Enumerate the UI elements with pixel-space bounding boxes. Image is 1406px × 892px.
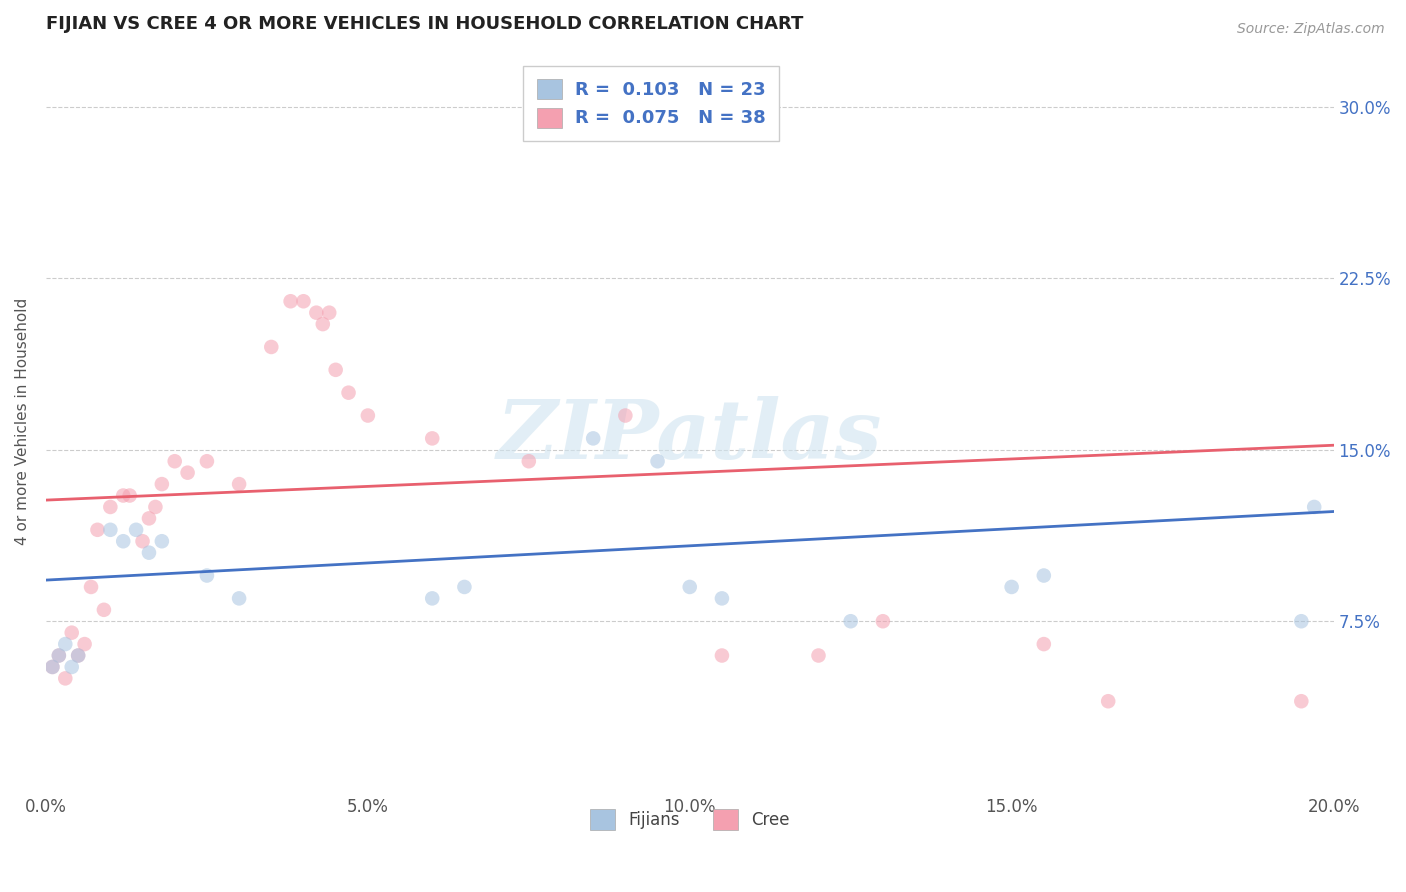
Point xyxy=(150,477,173,491)
Point xyxy=(41,660,63,674)
Point xyxy=(292,294,315,309)
Point xyxy=(710,648,733,663)
Point xyxy=(73,637,96,651)
Point xyxy=(1032,568,1054,582)
Point xyxy=(420,591,443,606)
Y-axis label: 4 or more Vehicles in Household: 4 or more Vehicles in Household xyxy=(15,298,30,545)
Point xyxy=(260,340,283,354)
Point xyxy=(1001,580,1024,594)
Text: FIJIAN VS CREE 4 OR MORE VEHICLES IN HOUSEHOLD CORRELATION CHART: FIJIAN VS CREE 4 OR MORE VEHICLES IN HOU… xyxy=(46,15,803,33)
Point xyxy=(176,466,198,480)
Point xyxy=(163,454,186,468)
Point xyxy=(839,614,862,628)
Point xyxy=(195,568,218,582)
Point xyxy=(582,431,605,445)
Point xyxy=(48,648,70,663)
Point xyxy=(1032,637,1054,651)
Text: ZIPatlas: ZIPatlas xyxy=(496,396,883,476)
Point xyxy=(647,454,669,468)
Point xyxy=(150,534,173,549)
Point xyxy=(1303,500,1326,514)
Point xyxy=(679,580,702,594)
Point xyxy=(453,580,475,594)
Text: Source: ZipAtlas.com: Source: ZipAtlas.com xyxy=(1237,22,1385,37)
Point xyxy=(318,306,340,320)
Point xyxy=(118,489,141,503)
Point xyxy=(710,591,733,606)
Point xyxy=(614,409,637,423)
Point xyxy=(53,637,76,651)
Point xyxy=(807,648,830,663)
Point xyxy=(420,431,443,445)
Point xyxy=(195,454,218,468)
Legend: Fijians, Cree: Fijians, Cree xyxy=(583,803,796,837)
Point xyxy=(228,591,250,606)
Point xyxy=(138,546,160,560)
Point xyxy=(337,385,360,400)
Point xyxy=(98,500,121,514)
Point xyxy=(98,523,121,537)
Point xyxy=(112,489,135,503)
Point xyxy=(80,580,103,594)
Point xyxy=(60,625,83,640)
Point xyxy=(67,648,90,663)
Point xyxy=(53,672,76,686)
Point xyxy=(312,317,335,331)
Point xyxy=(86,523,108,537)
Point xyxy=(41,660,63,674)
Point xyxy=(1291,694,1313,708)
Point xyxy=(93,603,115,617)
Point xyxy=(872,614,894,628)
Point xyxy=(325,363,347,377)
Point xyxy=(517,454,540,468)
Point xyxy=(48,648,70,663)
Point xyxy=(60,660,83,674)
Point xyxy=(125,523,148,537)
Point xyxy=(112,534,135,549)
Point xyxy=(138,511,160,525)
Point xyxy=(1097,694,1119,708)
Point xyxy=(131,534,153,549)
Point xyxy=(305,306,328,320)
Point xyxy=(145,500,167,514)
Point xyxy=(228,477,250,491)
Point xyxy=(1291,614,1313,628)
Point xyxy=(357,409,380,423)
Point xyxy=(67,648,90,663)
Point xyxy=(280,294,302,309)
